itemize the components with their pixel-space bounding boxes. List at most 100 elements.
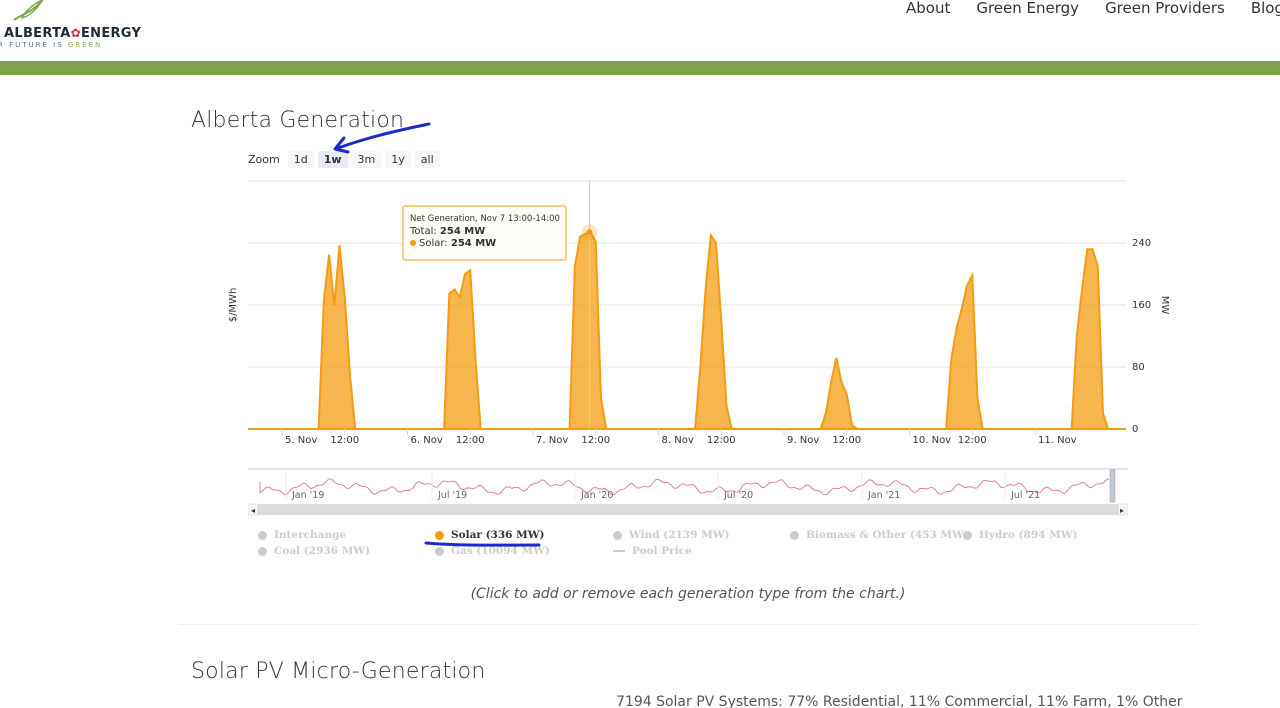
tooltip-box xyxy=(402,205,567,261)
legend-marker-icon xyxy=(435,546,444,556)
legend-marker-icon xyxy=(613,530,622,540)
solar-area-5[interactable] xyxy=(819,357,861,430)
y-tick-label: 160 xyxy=(1132,300,1151,311)
legend-item-solar[interactable]: Solar (336 MW) xyxy=(435,529,545,541)
tooltip-solar: Solar: 254 MW xyxy=(419,238,496,249)
legend-label: Biomass & Other (453 MW) xyxy=(806,529,969,541)
x-tick-label: 12:00 xyxy=(581,435,610,446)
solar-area-3[interactable] xyxy=(568,230,608,430)
legend-marker-icon xyxy=(963,530,972,540)
nav-green-providers[interactable]: Green Providers xyxy=(1105,0,1225,17)
solar-area-7[interactable] xyxy=(1070,248,1110,430)
scroll-right-button[interactable] xyxy=(1117,503,1128,516)
zoom-button-1w[interactable]: 1w xyxy=(317,151,348,168)
x-tick-label: 12:00 xyxy=(456,435,485,446)
x-tick-label: 12:00 xyxy=(330,435,359,446)
legend-marker-icon xyxy=(790,530,799,540)
nav-green-energy[interactable]: Green Energy xyxy=(976,0,1080,17)
legend-item-biomass[interactable]: Biomass & Other (453 MW) xyxy=(790,529,969,541)
hover-point[interactable] xyxy=(586,229,593,236)
navigator-label: Jan '20 xyxy=(580,490,613,501)
navigator-label: Jul '21 xyxy=(1010,490,1040,501)
legend-item-hydro[interactable]: Hydro (894 MW) xyxy=(963,529,1077,541)
navigator-series xyxy=(259,478,1110,496)
x-tick-label: 11. Nov xyxy=(1038,435,1077,446)
tooltip-total-value: 254 MW xyxy=(440,226,485,237)
x-tick-label: 8. Nov xyxy=(662,435,694,446)
section-title-solar-pv: Solar PV Micro-Generation xyxy=(191,659,486,684)
generation-chart[interactable]: 5. Nov 12:00 6. Nov 12:00 7. Nov 12:00 8. Nov 1… xyxy=(226,175,1186,465)
navigator-label: Jan '19 xyxy=(291,490,324,501)
logo-wordmark: ALBERTA✿ENERGY xyxy=(4,26,141,41)
legend-item-wind[interactable]: Wind (2139 MW) xyxy=(613,529,729,541)
chart-legend: Interchange Solar (336 MW) Wind (2139 MW) B… xyxy=(258,529,1158,561)
legend-item-pool[interactable]: Pool Price xyxy=(613,545,692,557)
legend-marker-icon xyxy=(613,550,625,552)
y-tick-label: 240 xyxy=(1132,238,1151,249)
legend-label: Hydro (894 MW) xyxy=(979,529,1078,541)
tooltip-title: Net Generation, Nov 7 13:00-14:00 xyxy=(410,214,560,224)
site-logo[interactable]: ALBERTA✿ENERGY R FUTURE IS GREEN xyxy=(0,0,150,58)
x-tick-label: 7. Nov xyxy=(536,435,568,446)
annotation-arrowhead-icon xyxy=(333,136,350,154)
tooltip-solar-dot xyxy=(410,240,416,246)
logo-tagline-text: R FUTURE IS xyxy=(0,41,68,49)
legend-item-interchange[interactable]: Interchange xyxy=(258,529,346,541)
x-tick-label: 9. Nov xyxy=(787,435,819,446)
zoom-button-1y[interactable]: 1y xyxy=(385,151,411,168)
x-tick-label: 5. Nov xyxy=(285,435,317,446)
x-tick-label: 12:00 xyxy=(707,435,736,446)
scroll-left-button[interactable] xyxy=(248,503,259,516)
x-tick-label: 12:00 xyxy=(958,435,987,446)
navigator-scrollbar-thumb[interactable] xyxy=(258,504,1118,515)
zoom-controls: Zoom 1d 1w 3m 1y all xyxy=(248,151,440,168)
legend-marker-icon xyxy=(258,530,267,540)
zoom-label: Zoom xyxy=(248,153,280,166)
nav-about[interactable]: About xyxy=(905,0,951,17)
solar-area-1[interactable] xyxy=(317,245,357,430)
zoom-button-3m[interactable]: 3m xyxy=(351,151,382,168)
wild-rose-icon: ✿ xyxy=(70,26,81,40)
y-tick-label: 80 xyxy=(1132,362,1145,373)
tooltip-solar-label: Solar: xyxy=(419,238,451,249)
legend-marker-icon xyxy=(258,546,267,556)
y-tick-label: 0 xyxy=(1132,424,1138,435)
chart-tooltip: Net Generation, Nov 7 13:00-14:00 Total: … xyxy=(402,205,567,261)
navigator-label: Jul '19 xyxy=(437,490,467,501)
nav-blog[interactable]: Blog xyxy=(1250,0,1280,17)
section-title-alberta-generation: Alberta Generation xyxy=(191,108,405,133)
solar-area-2[interactable] xyxy=(443,268,482,430)
site-header: ALBERTA✿ENERGY R FUTURE IS GREEN About G… xyxy=(0,0,1280,60)
tooltip-solar-value: 254 MW xyxy=(451,238,496,249)
legend-label: Wind (2139 MW) xyxy=(629,529,730,541)
y-left-axis-title: $/MWh xyxy=(228,288,239,323)
navigator-handle[interactable] xyxy=(1109,469,1116,503)
logo-word-alberta: ALBERTA xyxy=(4,26,71,41)
leaf-logo-icon xyxy=(13,0,44,21)
solar-area-4[interactable] xyxy=(694,232,733,430)
zoom-button-all[interactable]: all xyxy=(414,151,440,168)
x-tick-label: 6. Nov xyxy=(411,435,443,446)
legend-label: Gas (10094 MW) xyxy=(451,545,550,557)
logo-word-energy: ENERGY xyxy=(80,26,142,41)
legend-label: Pool Price xyxy=(632,545,692,557)
legend-label: Interchange xyxy=(274,529,347,541)
legend-label: Solar (336 MW) xyxy=(451,529,545,541)
logo-tagline: R FUTURE IS GREEN xyxy=(0,41,102,49)
scroll-right-arrow-icon: ▸ xyxy=(1120,506,1124,515)
zoom-button-1d[interactable]: 1d xyxy=(287,151,314,168)
solar-area-6[interactable] xyxy=(945,271,984,430)
legend-item-gas[interactable]: Gas (10094 MW) xyxy=(435,545,550,557)
chart-navigator[interactable]: Jan '19 Jul '19 Jan '20 Jul '20 Jan '21 Jul '… xyxy=(248,468,1128,516)
x-tick-label: 10. Nov xyxy=(913,435,952,446)
main-nav: About Green Energy Green Providers Blog xyxy=(906,0,1280,20)
legend-hint-text: (Click to add or remove each generation … xyxy=(470,586,906,602)
tooltip-total: Total: 254 MW xyxy=(409,226,485,237)
logo-tagline-green: GREEN xyxy=(67,41,103,49)
legend-item-coal[interactable]: Coal (2936 MW) xyxy=(258,545,370,557)
solar-pv-stats: 7194 Solar PV Systems: 77% Residential, … xyxy=(616,694,1183,708)
legend-marker-icon xyxy=(435,530,444,540)
header-divider-bar xyxy=(0,61,1280,75)
navigator-label: Jul '20 xyxy=(723,490,753,501)
scroll-left-arrow-icon: ◂ xyxy=(251,506,255,515)
